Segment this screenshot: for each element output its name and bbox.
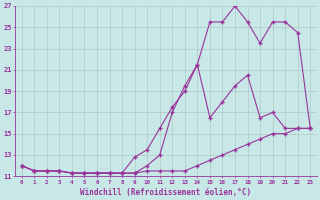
X-axis label: Windchill (Refroidissement éolien,°C): Windchill (Refroidissement éolien,°C) <box>80 188 252 197</box>
